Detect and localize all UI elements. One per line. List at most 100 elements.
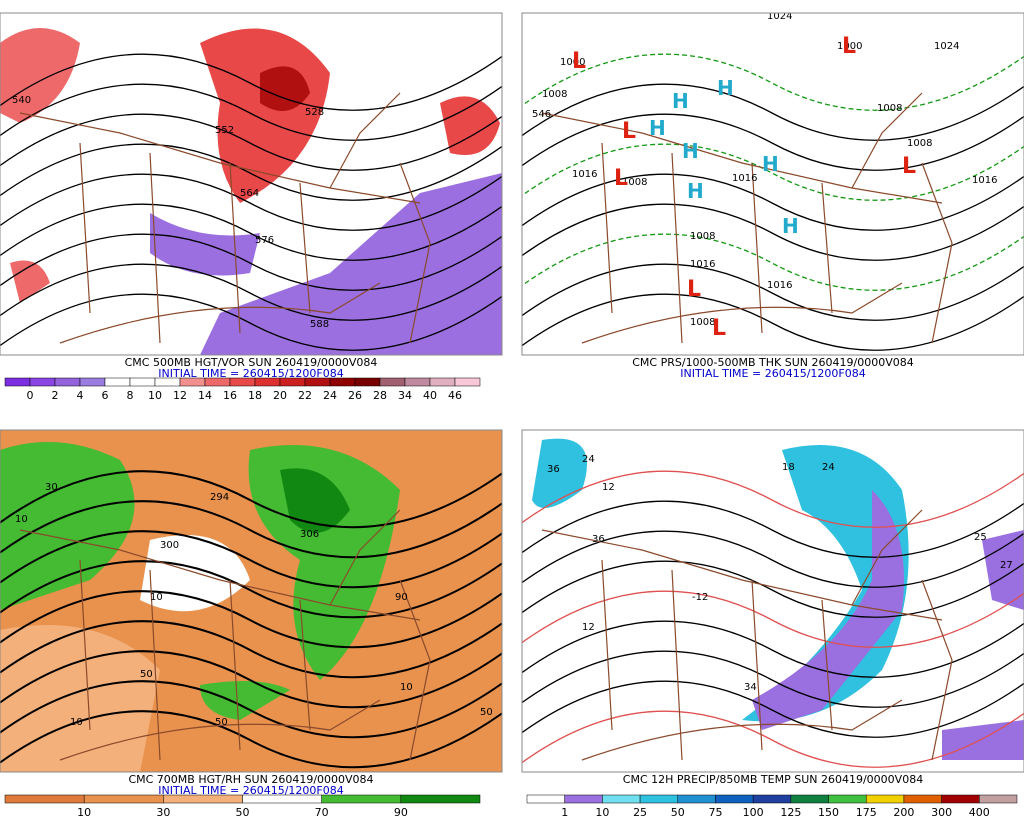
colorbar-swatch: [979, 794, 1018, 804]
panel-title: CMC PRS/1000-500MB THK SUN 260419/0000V0…: [632, 356, 913, 369]
shaded-area: [10, 260, 50, 303]
colorbar-label: 100: [743, 806, 764, 819]
map-frame: [521, 12, 1024, 356]
colorbar-swatch: [154, 377, 181, 387]
panel: 300 294 306 10 50 10 50 10 30 90 10 50 CMC 700MB HGT…: [0, 429, 503, 819]
colorbar-swatch: [204, 377, 231, 387]
shaded-area: [532, 438, 587, 508]
contour: [0, 53, 502, 111]
high-marker: H: [762, 152, 779, 176]
contour-label: 24: [582, 454, 595, 465]
contour-label: 528: [305, 107, 324, 118]
border: [601, 142, 613, 314]
shaded-area: [200, 173, 502, 355]
panel-title: CMC 500MB HGT/VOR SUN 260419/0000V084: [125, 356, 378, 369]
colorbar-label: 90: [394, 806, 408, 819]
border: [229, 579, 241, 751]
contour: [522, 680, 1024, 738]
colorbar-swatch: [715, 794, 754, 804]
map: 300 294 306 10 50 10 50 10 30 90 10 50: [0, 430, 502, 772]
colorbar-label: 16: [223, 389, 237, 402]
contour-label: 540: [12, 95, 31, 106]
shaded-area: [0, 28, 80, 123]
low-marker: L: [842, 34, 856, 59]
contour: [522, 173, 1024, 231]
contour-label: 1016: [972, 175, 997, 186]
colorbar-label: 30: [156, 806, 170, 819]
colorbar-swatch: [752, 794, 792, 804]
contour: [522, 143, 1024, 201]
contour: [522, 560, 1024, 618]
contour-label: 50: [215, 717, 228, 728]
low-marker: L: [712, 316, 726, 341]
border: [921, 162, 953, 344]
colorbar-swatch: [79, 377, 106, 387]
high-marker: H: [672, 89, 689, 113]
colorbar-swatch: [429, 377, 456, 387]
colorbar-swatch: [179, 377, 206, 387]
shaded-area: [0, 625, 160, 772]
colorbar-swatch: [321, 794, 402, 804]
border: [821, 599, 833, 731]
contour: [0, 590, 502, 649]
border: [541, 112, 943, 204]
colorbar-swatch: [254, 377, 281, 387]
contour-label: 1016: [767, 280, 792, 291]
border: [299, 599, 311, 731]
colorbar-swatch: [677, 794, 716, 804]
border: [59, 699, 381, 761]
shaded-area: [942, 720, 1024, 760]
shaded-area: [982, 530, 1024, 610]
border: [751, 579, 763, 751]
low-marker: L: [614, 166, 628, 191]
border: [229, 162, 241, 334]
map-frame: [0, 12, 503, 356]
shaded-area: [280, 468, 350, 533]
contour-label: 1008: [690, 231, 715, 242]
contour-label: 12: [602, 482, 615, 493]
contour-label: 50: [140, 669, 153, 680]
contour-label: 36: [592, 534, 605, 545]
contour-label: 1024: [934, 41, 959, 52]
colorbar-label: 50: [671, 806, 685, 819]
contour-label: 1000: [837, 41, 862, 52]
colorbar-label: 2: [52, 389, 59, 402]
contour: [0, 470, 502, 529]
map: 540 552 528 564 576 588: [0, 13, 502, 355]
colorbar-swatch: [54, 377, 81, 387]
contour: [522, 470, 1024, 528]
colorbar-swatch: [104, 377, 131, 387]
border: [541, 529, 943, 621]
colorbar-label: 10: [595, 806, 609, 819]
border: [329, 509, 401, 606]
colorbar-label: 125: [780, 806, 801, 819]
contour: [0, 83, 502, 141]
low-marker: L: [622, 119, 636, 144]
contour: [0, 500, 502, 559]
colorbar-swatch: [4, 377, 31, 387]
contour-label: 90: [395, 592, 408, 603]
colorbar-label: 4: [77, 389, 84, 402]
contour: [0, 710, 502, 769]
contour: [522, 233, 1024, 291]
colorbar-swatch: [400, 794, 481, 804]
colorbar-label: 26: [348, 389, 362, 402]
colorbar-swatch: [329, 377, 356, 387]
colorbar-label: 18: [248, 389, 262, 402]
colorbar-label: 25: [633, 806, 647, 819]
colorbar-swatch: [828, 794, 867, 804]
border: [751, 162, 763, 334]
contour-label: 30: [45, 482, 58, 493]
colorbar-label: 28: [373, 389, 387, 402]
border: [581, 699, 903, 761]
high-marker: H: [687, 179, 704, 203]
colorbar-label: 20: [273, 389, 287, 402]
high-marker: H: [717, 76, 734, 100]
shaded-area: [440, 96, 500, 155]
high-marker: H: [782, 214, 799, 238]
contour: [522, 203, 1024, 261]
contour-label: 1008: [622, 177, 647, 188]
high-marker: H: [682, 139, 699, 163]
colorbar-swatch: [354, 377, 381, 387]
contour-label: 1016: [732, 173, 757, 184]
